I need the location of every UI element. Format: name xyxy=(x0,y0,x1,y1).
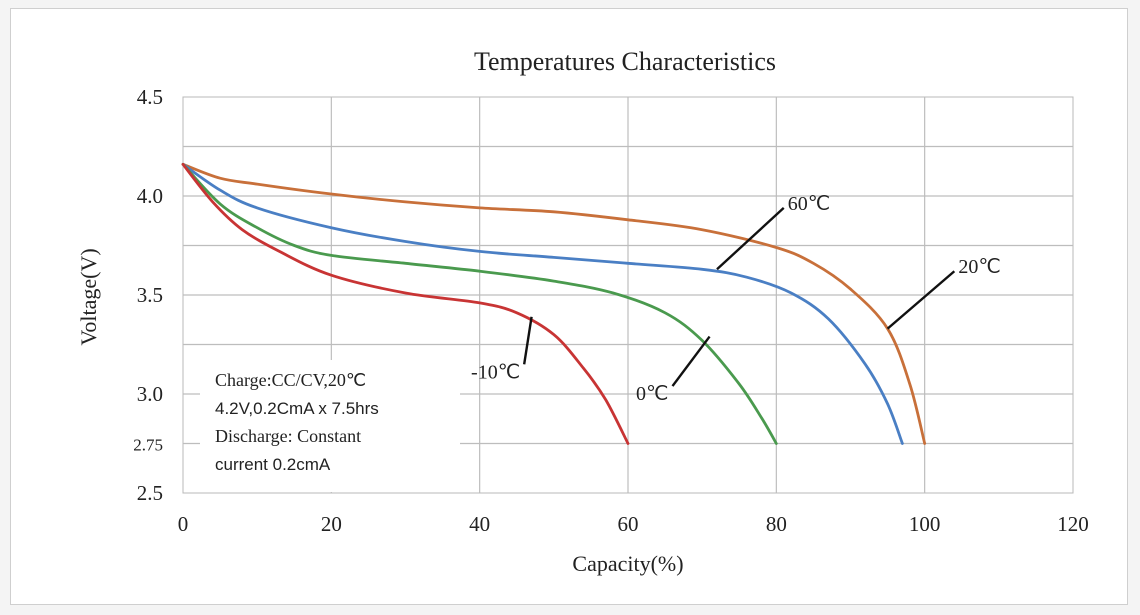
series-label: -10℃ xyxy=(471,361,520,383)
series-line xyxy=(181,162,630,445)
y-tick-label: 4.5 xyxy=(137,85,163,109)
series-line xyxy=(181,162,927,445)
y-tick-label: 3.0 xyxy=(137,382,163,406)
series-label: 60℃ xyxy=(788,193,830,215)
note-line-3: Discharge: Constant xyxy=(215,426,361,446)
series-lines xyxy=(181,162,927,445)
x-tick-label: 100 xyxy=(909,512,941,536)
note-line-2: 4.2V,0.2CmA x 7.5hrs xyxy=(215,399,379,418)
y-axis-label: Voltage(V) xyxy=(76,248,101,345)
y-tick-label: 2.75 xyxy=(133,436,163,455)
note-line-1: Charge:CC/CV,20℃ xyxy=(215,370,366,390)
annotation-leader xyxy=(671,335,711,387)
note-line-4: current 0.2cmA xyxy=(215,455,331,474)
x-tick-label: 20 xyxy=(321,512,342,536)
annotation-leader xyxy=(886,270,956,330)
annotation-leaders xyxy=(522,206,956,387)
series-label: 20℃ xyxy=(958,256,1000,278)
x-tick-label: 120 xyxy=(1057,512,1089,536)
x-tick-label: 40 xyxy=(469,512,490,536)
series-line xyxy=(181,162,778,445)
x-tick-label: 0 xyxy=(178,512,189,536)
annotation-labels: 60℃ 20℃ 0℃ -10℃ xyxy=(471,193,1001,405)
y-tick-label: 4.0 xyxy=(137,184,163,208)
series-line xyxy=(181,162,904,445)
note-box xyxy=(200,360,460,492)
tick-labels: 0 20 40 60 80 100 120 2.5 2.75 3.0 3.5 4.0 4.5 xyxy=(133,85,1089,536)
y-tick-label: 3.5 xyxy=(137,283,163,307)
chart-title: Temperatures Characteristics xyxy=(474,47,776,76)
x-tick-label: 80 xyxy=(766,512,787,536)
x-tick-label: 60 xyxy=(618,512,639,536)
y-tick-label: 2.5 xyxy=(137,481,163,505)
annotation-leader xyxy=(716,206,785,271)
x-axis-label: Capacity(%) xyxy=(572,551,683,576)
annotation-leader xyxy=(522,316,533,365)
series-label: 0℃ xyxy=(636,383,668,405)
